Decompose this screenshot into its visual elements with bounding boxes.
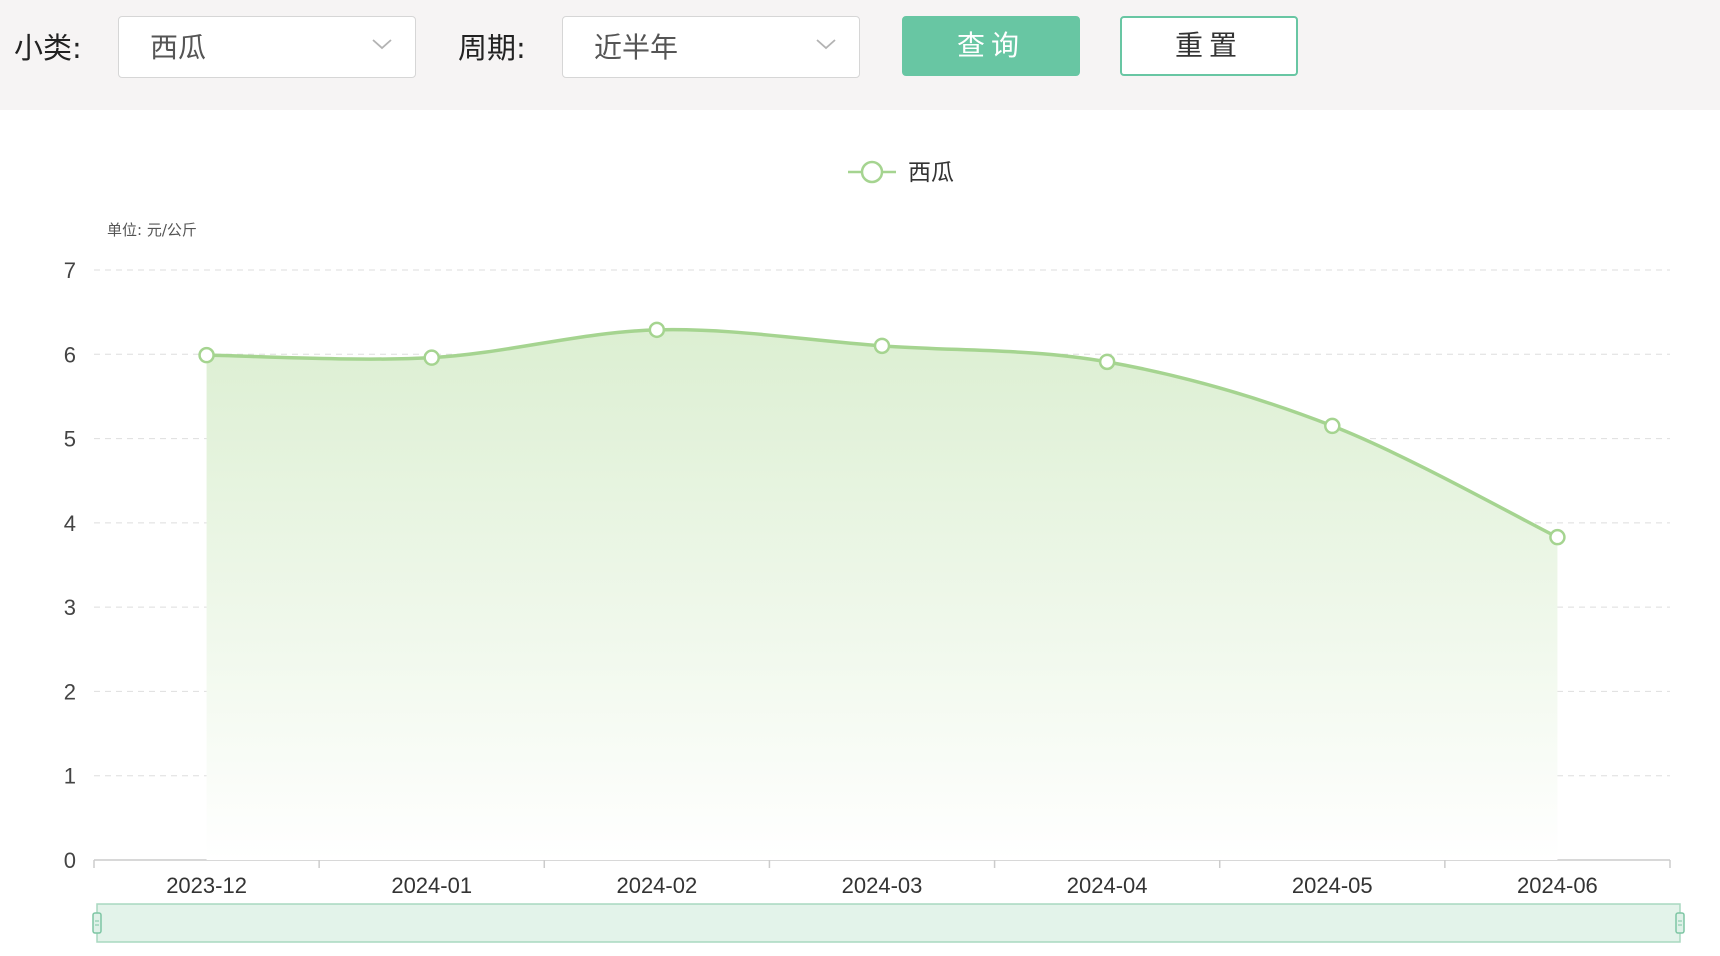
chevron-down-icon — [372, 39, 392, 50]
x-tick-label: 2024-06 — [1517, 873, 1598, 898]
y-tick-label: 0 — [64, 848, 76, 873]
series-area — [206, 329, 1558, 860]
data-zoom-slider[interactable] — [96, 903, 1681, 943]
x-tick-label: 2024-04 — [1067, 873, 1148, 898]
data-point[interactable] — [1098, 353, 1116, 371]
y-tick-label: 2 — [64, 679, 76, 704]
category-label: 小类: — [14, 31, 82, 65]
filter-bar: 小类: 西瓜 周期: 近半年 查询 重置 — [0, 0, 1720, 110]
slider-handle-right[interactable] — [1675, 912, 1685, 934]
period-select-value: 近半年 — [594, 31, 679, 64]
data-point[interactable] — [1324, 417, 1341, 435]
period-select[interactable]: 近半年 — [562, 16, 860, 78]
price-trend-chart: 单位: 元/公斤 0 1 2 3 4 5 6 7 2023-12 2024-01 2024-02 202… — [64, 160, 1685, 943]
x-tick-label: 2023-12 — [166, 873, 247, 898]
chevron-down-icon — [816, 39, 836, 50]
x-tick-label: 2024-05 — [1292, 873, 1373, 898]
y-tick-label: 4 — [64, 511, 76, 536]
data-point[interactable] — [1549, 528, 1566, 546]
y-tick-label: 7 — [64, 258, 76, 283]
data-point[interactable] — [423, 349, 440, 366]
category-select-value: 西瓜 — [150, 31, 207, 64]
x-tick-label: 2024-01 — [391, 873, 472, 898]
y-tick-label: 3 — [64, 595, 76, 620]
data-point[interactable] — [198, 346, 215, 364]
y-tick-label: 1 — [64, 764, 76, 789]
x-tick-label: 2024-02 — [616, 873, 697, 898]
legend-marker[interactable] — [860, 160, 884, 184]
data-point[interactable] — [648, 321, 666, 339]
y-tick-label: 6 — [64, 342, 76, 367]
period-label: 周期: — [458, 31, 526, 65]
slider-handle-left[interactable] — [92, 912, 102, 934]
unit-label: 单位: 元/公斤 — [107, 221, 197, 239]
category-select[interactable]: 西瓜 — [118, 16, 416, 78]
data-point[interactable] — [873, 337, 891, 355]
legend-label: 西瓜 — [908, 160, 954, 186]
x-tick-label: 2024-03 — [842, 873, 923, 898]
query-button[interactable]: 查询 — [902, 16, 1080, 76]
y-tick-label: 5 — [64, 427, 76, 452]
reset-button[interactable]: 重置 — [1120, 16, 1298, 76]
